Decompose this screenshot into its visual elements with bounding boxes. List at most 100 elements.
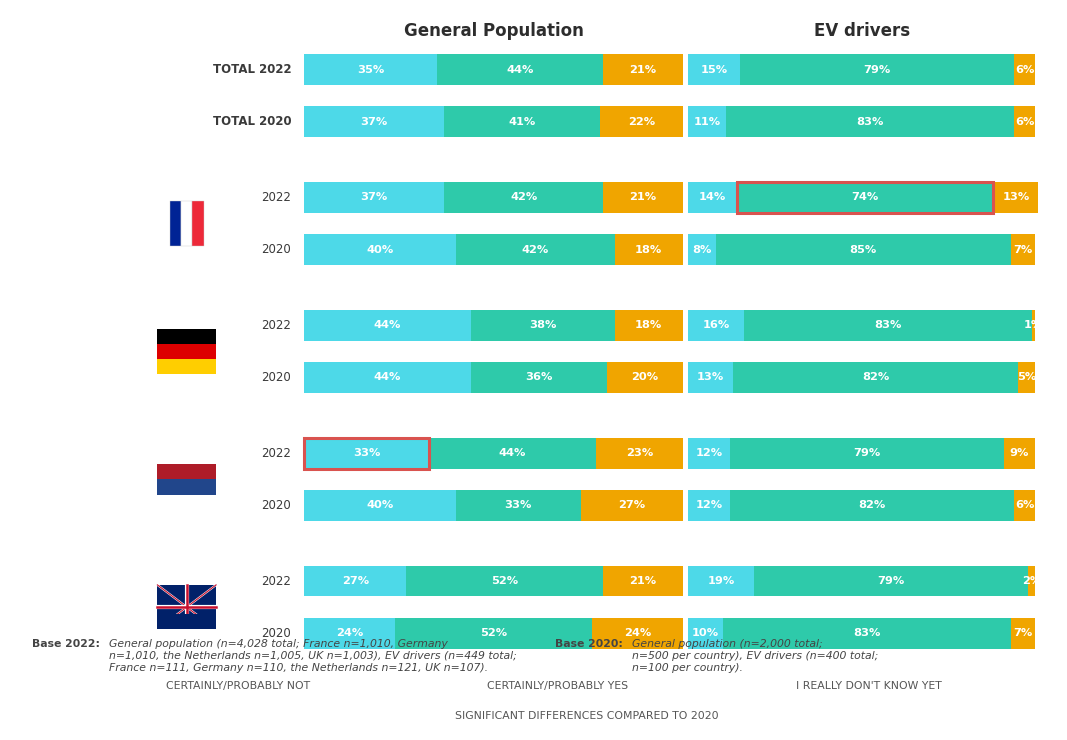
Bar [688, 565, 754, 596]
Text: General population (n=2,000 total;
n=500 per country), EV drivers (n=400 total;
: General population (n=2,000 total; n=500… [632, 639, 878, 673]
Bar [730, 438, 1004, 468]
Bar [600, 107, 683, 137]
Bar [615, 310, 683, 340]
Bar [736, 182, 993, 213]
Bar [407, 565, 603, 596]
Text: 37%: 37% [361, 117, 387, 127]
Bar [158, 359, 216, 374]
Text: 24%: 24% [624, 628, 651, 638]
Text: General population (n=4,028 total; France n=1,010, Germany
n=1,010, the Netherla: General population (n=4,028 total; Franc… [109, 639, 516, 673]
Text: TOTAL 2022: TOTAL 2022 [212, 63, 291, 76]
Bar [1010, 234, 1035, 265]
Text: 18%: 18% [635, 320, 663, 330]
Text: CERTAINLY/PROBABLY YES: CERTAINLY/PROBABLY YES [487, 682, 627, 691]
Bar [471, 310, 615, 340]
Text: 13%: 13% [697, 372, 724, 383]
Bar [444, 182, 603, 213]
Text: 2020: 2020 [261, 499, 291, 512]
Bar [736, 182, 993, 213]
Bar [607, 362, 683, 393]
Bar [592, 618, 683, 648]
Text: 83%: 83% [854, 628, 880, 638]
Bar [395, 710, 414, 722]
Text: 12%: 12% [696, 500, 722, 511]
Text: 10%: 10% [692, 628, 719, 638]
Bar [471, 362, 607, 393]
Bar [304, 618, 395, 648]
Bar [603, 182, 683, 213]
Text: 19%: 19% [707, 576, 735, 586]
Bar [395, 618, 592, 648]
Bar [733, 362, 1018, 393]
Text: 2020: 2020 [261, 627, 291, 639]
Bar [181, 201, 192, 246]
Text: 82%: 82% [858, 500, 886, 511]
Bar [192, 201, 204, 246]
Bar [1004, 438, 1035, 468]
Text: 27%: 27% [341, 576, 369, 586]
Text: 82%: 82% [862, 372, 889, 383]
Text: 52%: 52% [480, 628, 507, 638]
Text: 74%: 74% [851, 192, 879, 203]
Text: 9%: 9% [1009, 448, 1029, 458]
Bar [1015, 490, 1035, 521]
Text: 79%: 79% [877, 576, 905, 586]
Text: 21%: 21% [630, 192, 656, 203]
Text: 14%: 14% [699, 192, 727, 203]
Bar [744, 310, 1032, 340]
Text: 22%: 22% [627, 117, 655, 127]
Text: Base 2020:: Base 2020: [555, 639, 623, 650]
Text: 2022: 2022 [261, 574, 291, 588]
Text: 44%: 44% [507, 64, 534, 75]
Bar [304, 362, 471, 393]
Text: 11%: 11% [694, 117, 721, 127]
Bar [304, 310, 471, 340]
Bar [158, 480, 216, 494]
Text: 24%: 24% [336, 628, 363, 638]
Bar [304, 438, 429, 468]
Bar [158, 329, 216, 344]
Text: 33%: 33% [353, 448, 380, 458]
Bar [688, 310, 744, 340]
Bar [1014, 54, 1035, 85]
Bar [688, 362, 733, 393]
Text: 2022: 2022 [261, 319, 291, 332]
Text: 33%: 33% [505, 500, 531, 511]
Text: 18%: 18% [635, 244, 663, 255]
Text: 2022: 2022 [261, 447, 291, 460]
Text: Base 2022:: Base 2022: [32, 639, 100, 650]
Text: 2020: 2020 [261, 371, 291, 384]
Text: 40%: 40% [366, 500, 394, 511]
Bar [688, 490, 730, 521]
Text: 44%: 44% [373, 320, 401, 330]
Bar [580, 490, 683, 521]
Text: 27%: 27% [618, 500, 646, 511]
Bar [730, 490, 1015, 521]
Text: 21%: 21% [630, 576, 656, 586]
Text: CERTAINLY/PROBABLY NOT: CERTAINLY/PROBABLY NOT [166, 682, 310, 691]
Bar [1029, 565, 1035, 596]
Bar [456, 234, 615, 265]
Text: 6%: 6% [1015, 117, 1034, 127]
Bar [304, 438, 429, 468]
Text: 35%: 35% [356, 64, 384, 75]
Text: 7%: 7% [1014, 628, 1033, 638]
Text: 40%: 40% [366, 244, 394, 255]
Text: 2020: 2020 [261, 243, 291, 256]
Bar [1014, 107, 1035, 137]
Text: 7%: 7% [1014, 244, 1033, 255]
Bar [304, 107, 444, 137]
Text: 52%: 52% [491, 576, 519, 586]
Text: 79%: 79% [854, 448, 880, 458]
Text: 37%: 37% [361, 192, 387, 203]
Bar [1018, 362, 1035, 393]
Bar [595, 438, 683, 468]
Bar [304, 182, 444, 213]
Bar [723, 618, 1010, 648]
Bar [158, 585, 216, 629]
Bar [436, 54, 603, 85]
Text: 1%: 1% [1023, 320, 1042, 330]
Text: 42%: 42% [522, 244, 548, 255]
Bar [688, 54, 740, 85]
Bar [754, 565, 1029, 596]
